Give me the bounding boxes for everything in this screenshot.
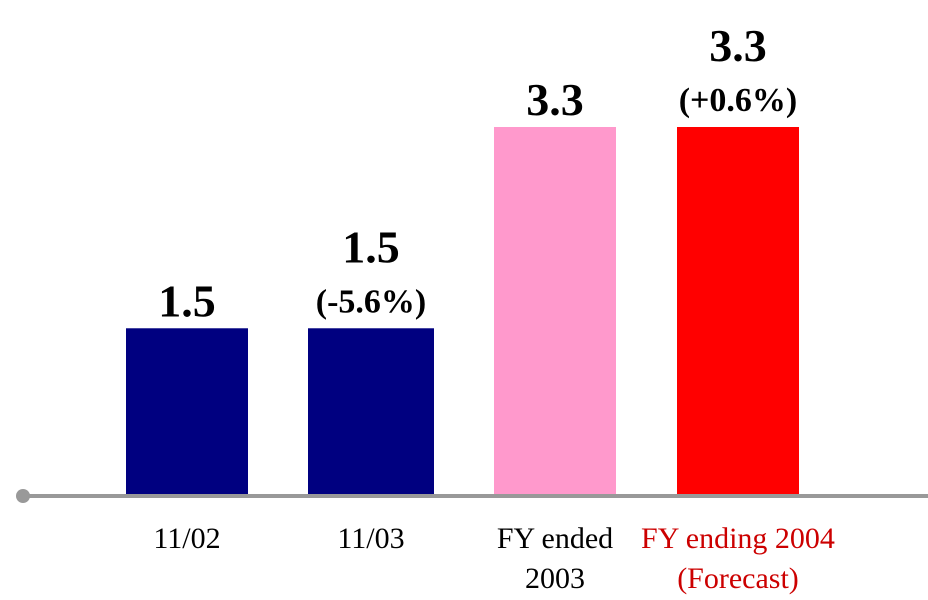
value-label-2: 1.5 — [342, 221, 400, 272]
change-label-4: (+0.6%) — [679, 82, 798, 119]
category-label-1: 11/02 — [153, 522, 220, 555]
bar-3 — [494, 127, 616, 496]
bar-4 — [677, 127, 799, 496]
bar-2 — [308, 328, 434, 496]
category-label-3-line-1: FY ended — [497, 522, 613, 555]
value-label-4: 3.3 — [709, 20, 767, 71]
value-label-1: 1.5 — [158, 275, 216, 326]
category-label-4-line-1: FY ending 2004 — [641, 522, 835, 555]
category-label-3-line-2: 2003 — [525, 562, 585, 595]
bar-1 — [126, 328, 248, 496]
category-label-4-line-2: (Forecast) — [677, 562, 799, 595]
value-label-3: 3.3 — [526, 74, 584, 125]
category-label-2: 11/03 — [337, 522, 404, 555]
x-axis-dot — [16, 489, 30, 503]
change-label-2: (-5.6%) — [316, 283, 426, 320]
